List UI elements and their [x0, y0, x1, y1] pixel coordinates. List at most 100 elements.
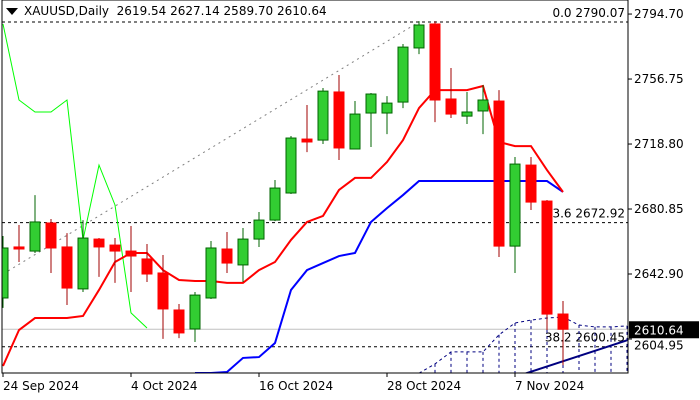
bullish-candle	[381, 96, 393, 135]
candle-body	[477, 99, 489, 112]
x-tick-label: 4 Oct 2024	[131, 379, 198, 393]
bearish-candle	[301, 104, 313, 153]
candle-body	[29, 221, 41, 252]
tenkan-sen-line	[2, 84, 564, 367]
candle-body	[413, 24, 425, 49]
chikou-span-line	[2, 23, 148, 329]
candle-body	[445, 98, 457, 115]
bearish-candle	[445, 67, 457, 118]
dropdown-triangle-icon[interactable]	[6, 8, 18, 15]
candle-body	[541, 200, 553, 315]
bearish-candle	[557, 301, 569, 366]
cloud-upper-edge	[418, 316, 628, 373]
candle-body	[109, 244, 121, 252]
candle-body	[365, 93, 377, 114]
candle-body	[253, 219, 265, 240]
chart-header: XAUUSD,Daily 2619.54 2627.14 2589.70 261…	[6, 4, 327, 18]
bearish-candle	[109, 238, 121, 283]
bearish-candle	[173, 303, 185, 339]
bearish-candle	[429, 21, 441, 123]
ohlc-readout: 2619.54 2627.14 2589.70 2610.64	[116, 4, 327, 18]
bearish-candle	[493, 90, 505, 258]
x-tick-label: 24 Sep 2024	[3, 379, 79, 393]
candle-body	[93, 238, 105, 248]
y-tick-label: 2680.85	[634, 202, 684, 216]
bearish-candle	[93, 238, 105, 277]
y-tick-label: 2756.75	[634, 72, 684, 86]
fib-level-label: 38.2 2600.45	[545, 331, 625, 345]
bullish-candle	[269, 179, 281, 222]
bullish-candle	[205, 240, 217, 300]
y-tick-label: 2642.90	[634, 267, 684, 281]
candle-body	[301, 138, 313, 143]
bullish-candle	[365, 92, 377, 147]
candle-body	[221, 248, 233, 264]
bullish-candle	[509, 157, 521, 273]
bearish-candle	[541, 200, 553, 331]
candle-body	[13, 246, 25, 250]
candle-body	[189, 294, 201, 330]
bullish-candle	[413, 21, 425, 55]
candle-body	[285, 137, 297, 194]
candle-body	[173, 309, 185, 334]
bullish-candle	[237, 227, 249, 283]
candle-body	[509, 163, 521, 247]
bullish-candle	[285, 135, 297, 195]
x-tick-label: 28 Oct 2024	[387, 379, 461, 393]
candle-body	[381, 102, 393, 114]
bullish-candle	[77, 220, 89, 292]
plot-frame	[1, 0, 629, 374]
bullish-candle	[397, 44, 409, 109]
candle-body	[269, 187, 281, 221]
bullish-candle	[29, 195, 41, 253]
ichimoku-cloud	[418, 316, 628, 373]
bullish-candle	[349, 101, 361, 150]
candle-body	[349, 113, 361, 150]
candle-body	[61, 246, 73, 289]
candle-body	[205, 247, 217, 299]
fib-level-label: 0.0 2790.07	[552, 6, 625, 20]
fibonacci-levels: 0.0 2790.07 23.6 2672.92 38.2 2600.45	[2, 6, 628, 348]
y-tick-label: 2794.70	[634, 7, 684, 21]
support-trendline	[523, 339, 628, 373]
candle-body	[461, 111, 473, 117]
axes: 2794.70 2756.75 2718.80 2680.85 2642.90 2604.…	[1, 0, 699, 393]
y-tick-label: 2718.80	[634, 137, 684, 151]
bullish-candle	[253, 212, 265, 247]
bullish-candle	[189, 291, 201, 343]
bullish-candle	[317, 88, 329, 145]
x-tick-label: 7 Nov 2024	[515, 379, 584, 393]
bearish-candle	[125, 226, 137, 292]
candle-body	[317, 90, 329, 141]
bullish-candle	[2, 235, 9, 308]
candle-body	[141, 258, 153, 275]
fib-level-label: 23.6 2672.92	[545, 207, 625, 221]
bullish-candle	[461, 91, 473, 124]
bearish-candle	[221, 232, 233, 273]
y-tick-label: 2604.95	[634, 338, 684, 352]
x-tick-label: 16 Oct 2024	[259, 379, 333, 393]
bearish-candle	[525, 157, 537, 210]
current-price-label: 2610.64	[634, 323, 684, 337]
candle-body	[333, 91, 345, 149]
candle-body	[525, 164, 537, 203]
bearish-candle	[13, 225, 25, 263]
candles	[2, 21, 569, 366]
bearish-candle	[61, 233, 73, 306]
candle-body	[493, 100, 505, 247]
symbol-timeframe: XAUUSD,Daily	[24, 4, 110, 18]
bearish-candle	[45, 219, 57, 273]
candle-body	[237, 238, 249, 266]
candle-body	[429, 23, 441, 101]
candle-body	[397, 46, 409, 103]
current-price-badge	[629, 321, 699, 339]
candle-body	[157, 272, 169, 310]
candle-body	[557, 313, 569, 330]
bullish-candle	[477, 85, 489, 135]
candle-body	[2, 247, 9, 299]
bearish-candle	[157, 255, 169, 339]
bearish-candle	[141, 244, 153, 283]
candle-body	[125, 250, 137, 257]
candle-body	[45, 222, 57, 249]
